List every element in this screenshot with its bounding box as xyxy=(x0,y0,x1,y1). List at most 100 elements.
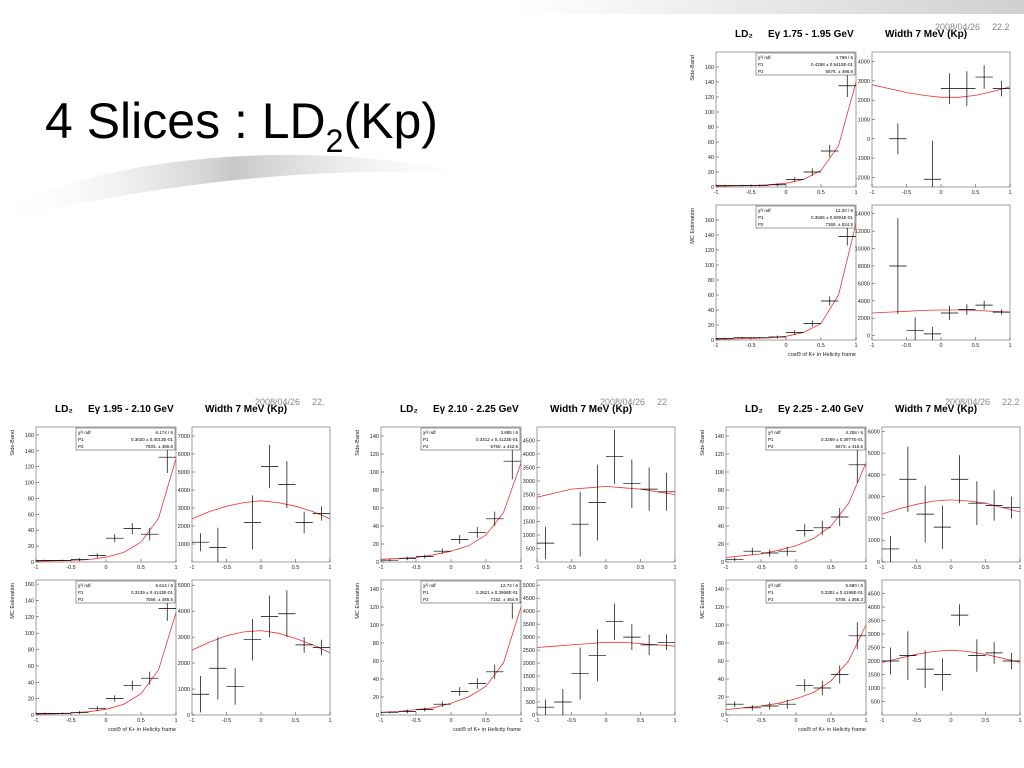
data-point xyxy=(778,699,796,709)
x-tick-label: 0 xyxy=(784,190,787,196)
stats-value: 5.614 / 6 xyxy=(155,583,173,588)
y-tick-label: 2500 xyxy=(523,648,535,654)
y-tick-label: 120 xyxy=(370,452,379,458)
x-tick-label: -0.5 xyxy=(912,718,921,724)
stats-label: P2 xyxy=(423,444,429,449)
y-tick-label: 3000 xyxy=(178,506,190,512)
data-point xyxy=(468,678,486,689)
x-tick-label: -1 xyxy=(714,190,719,196)
y-tick-label: 4500 xyxy=(868,592,880,598)
data-point xyxy=(192,533,210,552)
x-tick-label: 0 xyxy=(604,718,607,724)
stats-value: 3.885 / 6 xyxy=(500,430,518,435)
plot-frame xyxy=(881,579,1021,716)
x-tick-label: -1 xyxy=(34,565,39,571)
data-point xyxy=(803,168,821,176)
y-tick-label: 20 xyxy=(28,697,34,703)
x-tick-label: 0 xyxy=(259,718,262,724)
data-point xyxy=(933,505,951,549)
fit-curve xyxy=(715,223,857,340)
slice-width: Width 7 MeV (Kp) xyxy=(895,404,977,415)
y-tick-label: 4000 xyxy=(868,473,880,479)
x-tick-label: 0.5 xyxy=(827,565,835,571)
slice-energy: Eγ 2.10 - 2.25 GeV xyxy=(433,404,519,415)
y-tick-label: 2000 xyxy=(178,524,190,530)
data-point xyxy=(975,300,993,310)
data-point xyxy=(916,650,934,688)
fit-curve xyxy=(536,485,676,498)
y-tick-label: 20 xyxy=(28,544,34,550)
data-point xyxy=(640,634,658,656)
x-tick-label: -0.5 xyxy=(411,718,420,724)
stats-value: 4.258 / 6 xyxy=(845,430,863,435)
stats-label: χ²/ ndf xyxy=(768,583,781,588)
data-point xyxy=(968,481,986,525)
y-tick-label: 2000 xyxy=(178,661,190,667)
y-tick-label: 40 xyxy=(28,528,34,534)
slice-energy: Eγ 1.95 - 2.10 GeV xyxy=(88,404,174,415)
y-tick-label: 7000 xyxy=(178,434,190,440)
y-tick-label: 1500 xyxy=(868,673,880,679)
y-tick-label: 10000 xyxy=(855,247,870,253)
x-tick-label: 1 xyxy=(1018,565,1021,571)
y-tick-label: 140 xyxy=(25,449,34,455)
y-tick-label: 1000 xyxy=(523,533,535,539)
y-tick-label: 140 xyxy=(370,587,379,593)
y-tick-label: 120 xyxy=(370,605,379,611)
data-point xyxy=(433,548,451,554)
slice-date: 2008/04/26 xyxy=(600,397,645,407)
data-point xyxy=(451,535,469,544)
data-point xyxy=(813,680,831,696)
data-point xyxy=(985,490,1003,521)
swoosh xyxy=(0,154,470,222)
y-tick-label: 2000 xyxy=(868,659,880,665)
stats-label: χ²/ ndf xyxy=(423,583,436,588)
y-tick-label: 3500 xyxy=(523,466,535,472)
data-point xyxy=(295,637,313,653)
x-tick-label: 0.5 xyxy=(972,190,980,196)
y-tick-label: 60 xyxy=(718,659,724,665)
data-point xyxy=(933,658,951,691)
data-point xyxy=(261,445,279,489)
y-tick-label: 6000 xyxy=(868,429,880,435)
x-tick-label: -1 xyxy=(190,718,195,724)
x-tick-label: 1 xyxy=(864,718,867,724)
y-tick-label: 8000 xyxy=(858,264,870,270)
x-axis-label: cosΘ of K+ in Helicity frame xyxy=(788,352,856,358)
x-tick-label: 1 xyxy=(1018,718,1021,724)
y-tick-label: 120 xyxy=(25,615,34,621)
stats-label: P2 xyxy=(758,222,764,227)
data-point xyxy=(209,637,227,700)
y-tick-label: 2000 xyxy=(523,661,535,667)
y-tick-label: 60 xyxy=(28,664,34,670)
stats-value: 6673. ± 416.6 xyxy=(836,444,864,449)
y-tick-label: 160 xyxy=(25,582,34,588)
x-tick-label: -1 xyxy=(190,565,195,571)
x-tick-label: -1 xyxy=(870,190,875,196)
data-point xyxy=(106,534,124,543)
stats-value: 0.3621 ± 0.3968E-01 xyxy=(476,590,519,595)
x-tick-label: 1 xyxy=(864,565,867,571)
y-tick-label: 100 xyxy=(370,470,379,476)
data-point xyxy=(848,446,866,483)
y-tick-label: 20 xyxy=(718,542,724,548)
y-tick-label: 80 xyxy=(718,488,724,494)
x-tick-label: 0.5 xyxy=(637,565,645,571)
data-point xyxy=(838,74,856,97)
y-tick-label: 40 xyxy=(718,677,724,683)
y-tick-label: 500 xyxy=(526,547,535,553)
y-tick-label: 3500 xyxy=(523,622,535,628)
data-point xyxy=(958,71,976,106)
data-point xyxy=(71,558,89,562)
y-tick-label: 80 xyxy=(28,496,34,502)
x-tick-label: -1 xyxy=(379,565,384,571)
stats-box xyxy=(755,205,856,229)
y-tick-label: 14000 xyxy=(855,212,870,218)
x-tick-label: -0.5 xyxy=(222,565,231,571)
fit-curve xyxy=(881,649,1021,663)
data-point xyxy=(416,554,434,559)
y-tick-label: 0 xyxy=(376,713,379,719)
data-point xyxy=(209,527,227,562)
